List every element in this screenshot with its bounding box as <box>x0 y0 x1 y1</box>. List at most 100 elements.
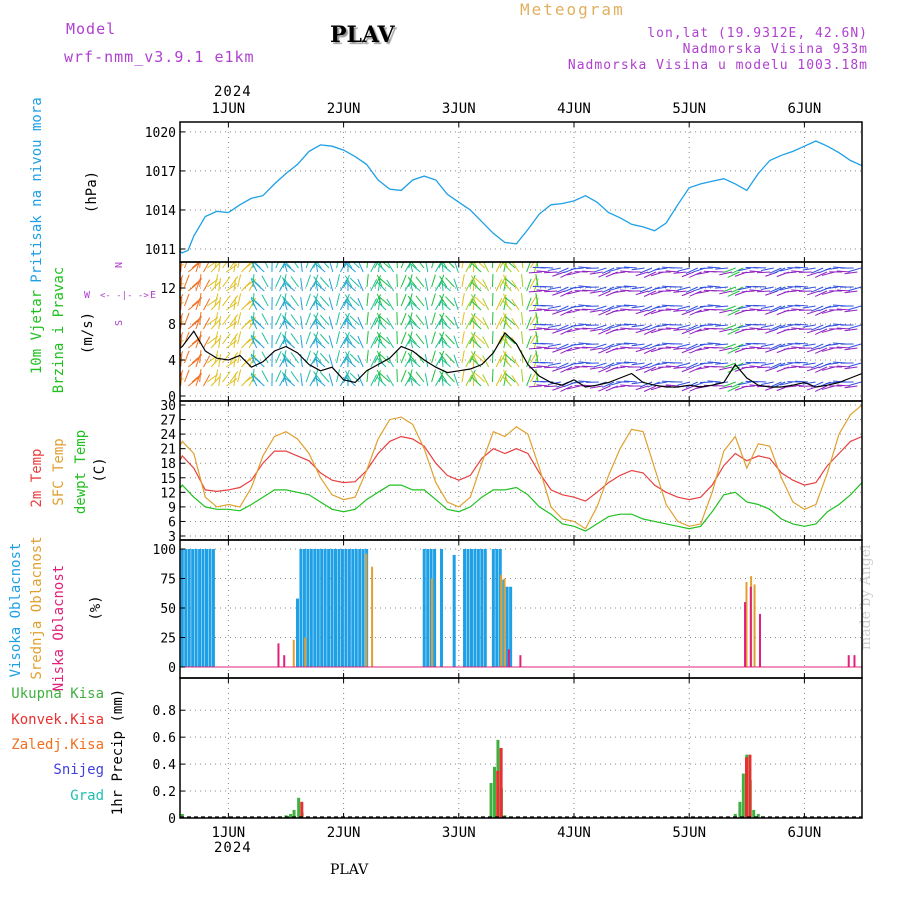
wind-arrow <box>556 286 569 293</box>
wind-arrow <box>602 343 615 350</box>
wind-arrow <box>386 262 395 273</box>
cloud-bar <box>503 578 506 667</box>
precip-legend-4: Grad <box>70 788 104 804</box>
wind-arrow <box>222 276 231 288</box>
wind-arrow <box>647 324 660 331</box>
wind-arrow <box>499 313 507 326</box>
wind-arrow <box>794 342 809 345</box>
wind-arrow <box>598 309 611 316</box>
wind-arrow <box>409 335 414 349</box>
precip-bar <box>292 809 296 818</box>
wind-arrow <box>727 309 740 316</box>
cloud-bar <box>194 549 198 667</box>
wind-arrow <box>237 312 242 326</box>
wind-arrow <box>521 262 524 269</box>
wind-arrow <box>780 362 793 367</box>
wind-arrow <box>408 262 411 269</box>
wind-arrow <box>222 314 231 326</box>
wind-arrow <box>806 271 820 277</box>
wind-arrow <box>357 373 364 387</box>
wind-arrow <box>643 309 657 316</box>
wind-arrow <box>707 285 721 288</box>
wind-arrow <box>825 381 839 385</box>
wind-arrow <box>811 305 824 312</box>
wind-arrow <box>685 362 698 369</box>
wind-arrow <box>409 358 421 368</box>
wind-arrow <box>540 266 554 269</box>
wind-arrow <box>794 266 809 269</box>
wind-arrow <box>195 278 201 292</box>
wind-arrow <box>738 305 752 310</box>
wind-arrow <box>502 262 512 273</box>
wind-arrow <box>495 279 503 292</box>
wind-arrow <box>689 328 702 335</box>
wind-arrow <box>825 362 839 366</box>
wind-arrow <box>780 381 793 386</box>
wind-arrow <box>612 290 626 294</box>
wind-arrow <box>548 305 561 310</box>
wind-arrow <box>469 332 476 345</box>
wind-arrow <box>233 297 237 311</box>
wind-arrow <box>681 309 695 316</box>
wind-arrow <box>783 290 797 293</box>
wind-arrow <box>821 309 835 314</box>
frames-layer <box>179 121 863 819</box>
wind-arrow <box>396 311 398 326</box>
wind-arrow <box>237 293 242 307</box>
wind-arrow <box>465 374 473 387</box>
wind-arrow <box>521 293 524 307</box>
wind-arrow <box>313 333 322 345</box>
wind-arrow <box>631 343 645 347</box>
wind-arrow <box>773 362 786 369</box>
cloud-bar <box>753 584 756 667</box>
wind-arrow <box>681 271 695 278</box>
station-title: PLAV <box>330 22 395 48</box>
wind-arrow <box>300 335 303 349</box>
wind-arrow <box>643 271 657 278</box>
wind-arrow <box>319 314 330 326</box>
wind-arrow <box>806 347 820 353</box>
wind-arrow <box>589 385 603 389</box>
wind-arrow <box>409 320 421 330</box>
wind-arrow <box>582 327 596 330</box>
wind-arrow <box>696 309 710 313</box>
wind-arrow <box>319 276 330 288</box>
wind-arrow <box>567 385 580 390</box>
wind-arrow <box>180 275 184 282</box>
wind-group <box>180 262 862 392</box>
wind-arrow <box>438 350 445 364</box>
wind-arrow <box>794 285 809 288</box>
cloud-bar <box>749 586 752 667</box>
wind-arrow <box>552 385 565 391</box>
wind-arrow <box>282 354 288 368</box>
wind-arrow <box>222 295 231 307</box>
wind-arrow <box>184 262 188 269</box>
wind-arrow <box>366 331 369 345</box>
wind-arrow <box>749 270 763 273</box>
cloud-bar <box>292 639 295 667</box>
wind-arrow <box>250 317 258 330</box>
wind-arrow <box>707 323 721 326</box>
precip-bar <box>180 813 184 818</box>
wind-arrow <box>314 320 326 330</box>
cloud-bar <box>330 549 334 667</box>
wind-arrow <box>471 376 482 387</box>
wind-arrow <box>328 278 334 292</box>
wind-arrow <box>769 267 782 274</box>
wind-arrow <box>623 266 637 269</box>
wind-arrow <box>526 262 531 273</box>
wind-speed-line <box>180 330 862 388</box>
wind-arrow <box>814 328 828 335</box>
wind-arrow <box>719 366 733 371</box>
wind-arrow <box>511 298 520 311</box>
wind-arrow <box>756 271 770 274</box>
y-tick-label: 25 <box>160 632 176 647</box>
wind-arrow <box>233 316 237 330</box>
wind-arrow <box>376 338 387 349</box>
wind-arrow <box>370 355 378 368</box>
wind-arrow <box>461 350 465 364</box>
cloud-bar <box>327 549 331 667</box>
wind-arrow <box>536 262 539 269</box>
wind-arrow <box>741 271 755 274</box>
wind-arrow <box>689 347 702 354</box>
